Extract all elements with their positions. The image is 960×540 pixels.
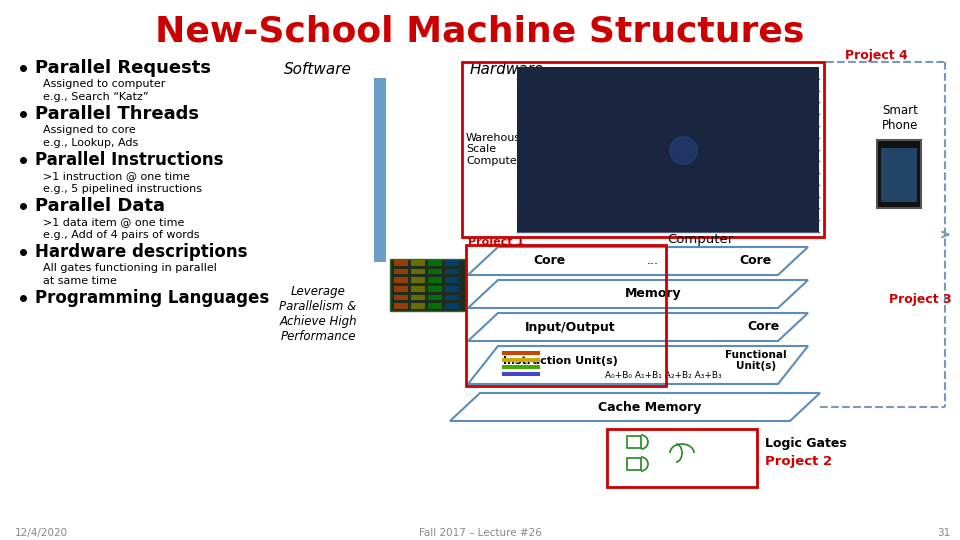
Bar — [445, 295, 459, 300]
Text: Smart
Phone: Smart Phone — [882, 104, 918, 132]
Bar — [517, 67, 819, 232]
Bar — [394, 295, 408, 300]
Bar — [411, 260, 425, 266]
Text: Parallel Data: Parallel Data — [35, 197, 165, 215]
Text: Parallel Requests: Parallel Requests — [35, 59, 211, 77]
Polygon shape — [468, 280, 808, 308]
Bar — [428, 303, 442, 309]
Bar — [411, 295, 425, 300]
Text: Leverage
Parallelism &
Achieve High
Performance: Leverage Parallelism & Achieve High Perf… — [279, 285, 357, 343]
Bar — [394, 286, 408, 292]
Bar — [502, 372, 540, 376]
Text: Functional
Unit(s): Functional Unit(s) — [725, 349, 787, 371]
Polygon shape — [468, 346, 808, 384]
Bar — [428, 260, 442, 266]
Text: Parallel Threads: Parallel Threads — [35, 105, 199, 123]
Bar — [502, 365, 540, 369]
Text: Core: Core — [740, 254, 772, 267]
Text: Software: Software — [284, 63, 352, 78]
Bar — [394, 303, 408, 309]
Text: Input/Output: Input/Output — [525, 321, 615, 334]
Text: 31: 31 — [937, 528, 950, 538]
Bar — [445, 260, 459, 266]
Bar — [607, 429, 757, 487]
Text: Programming Languages: Programming Languages — [35, 289, 269, 307]
Text: Cache Memory: Cache Memory — [598, 401, 702, 414]
Text: Instruction Unit(s): Instruction Unit(s) — [503, 356, 617, 366]
Bar — [390, 259, 466, 311]
Bar — [374, 78, 386, 262]
Text: ...: ... — [647, 254, 659, 267]
Bar — [411, 269, 425, 274]
Text: All gates functioning in parallel: All gates functioning in parallel — [43, 263, 217, 273]
Text: Project 4: Project 4 — [845, 49, 908, 62]
Text: Core: Core — [747, 321, 780, 334]
Text: Project 3: Project 3 — [889, 294, 952, 307]
Text: Logic Gates: Logic Gates — [765, 436, 847, 449]
Polygon shape — [450, 393, 820, 421]
Text: e.g., Add of 4 pairs of words: e.g., Add of 4 pairs of words — [43, 230, 200, 240]
Text: Project 2: Project 2 — [765, 455, 832, 468]
Text: New-School Machine Structures: New-School Machine Structures — [156, 15, 804, 49]
Text: Project 1: Project 1 — [468, 237, 524, 247]
Text: Core: Core — [534, 254, 566, 267]
Bar — [445, 269, 459, 274]
Bar — [445, 286, 459, 292]
Text: A₀+B₀ A₁+B₁ A₂+B₂ A₃+B₃: A₀+B₀ A₁+B₁ A₂+B₂ A₃+B₃ — [605, 371, 721, 380]
Text: Warehouse
Scale
Computer: Warehouse Scale Computer — [466, 133, 528, 166]
Text: >1 instruction @ one time: >1 instruction @ one time — [43, 171, 190, 181]
Bar — [627, 436, 641, 448]
Bar — [428, 295, 442, 300]
Text: Hardware descriptions: Hardware descriptions — [35, 243, 248, 261]
Bar — [462, 62, 824, 237]
Bar — [394, 278, 408, 283]
Bar — [445, 278, 459, 283]
Bar — [411, 286, 425, 292]
Text: 12/4/2020: 12/4/2020 — [15, 528, 68, 538]
Bar — [466, 245, 666, 386]
Bar — [394, 260, 408, 266]
Bar — [394, 269, 408, 274]
Bar — [502, 358, 540, 362]
Polygon shape — [468, 313, 808, 341]
Text: Assigned to computer: Assigned to computer — [43, 79, 165, 89]
Bar — [877, 140, 921, 208]
Bar — [411, 278, 425, 283]
Text: Parallel Instructions: Parallel Instructions — [35, 151, 224, 169]
Text: at same time: at same time — [43, 276, 117, 286]
Text: e.g., Search “Katz”: e.g., Search “Katz” — [43, 92, 149, 102]
Bar — [428, 269, 442, 274]
Text: Hardware: Hardware — [470, 63, 544, 78]
Text: Computer: Computer — [667, 233, 733, 246]
Bar — [502, 351, 540, 355]
Bar — [428, 286, 442, 292]
Text: Fall 2017 – Lecture #26: Fall 2017 – Lecture #26 — [419, 528, 541, 538]
Bar — [411, 303, 425, 309]
Text: Memory: Memory — [625, 287, 682, 300]
Bar — [428, 278, 442, 283]
Bar — [445, 303, 459, 309]
Text: Assigned to core: Assigned to core — [43, 125, 135, 135]
Bar — [881, 148, 917, 202]
Text: >1 data item @ one time: >1 data item @ one time — [43, 217, 184, 227]
Bar — [627, 458, 641, 470]
Text: e.g., Lookup, Ads: e.g., Lookup, Ads — [43, 138, 138, 148]
Polygon shape — [468, 247, 808, 275]
Text: e.g., 5 pipelined instructions: e.g., 5 pipelined instructions — [43, 184, 202, 194]
